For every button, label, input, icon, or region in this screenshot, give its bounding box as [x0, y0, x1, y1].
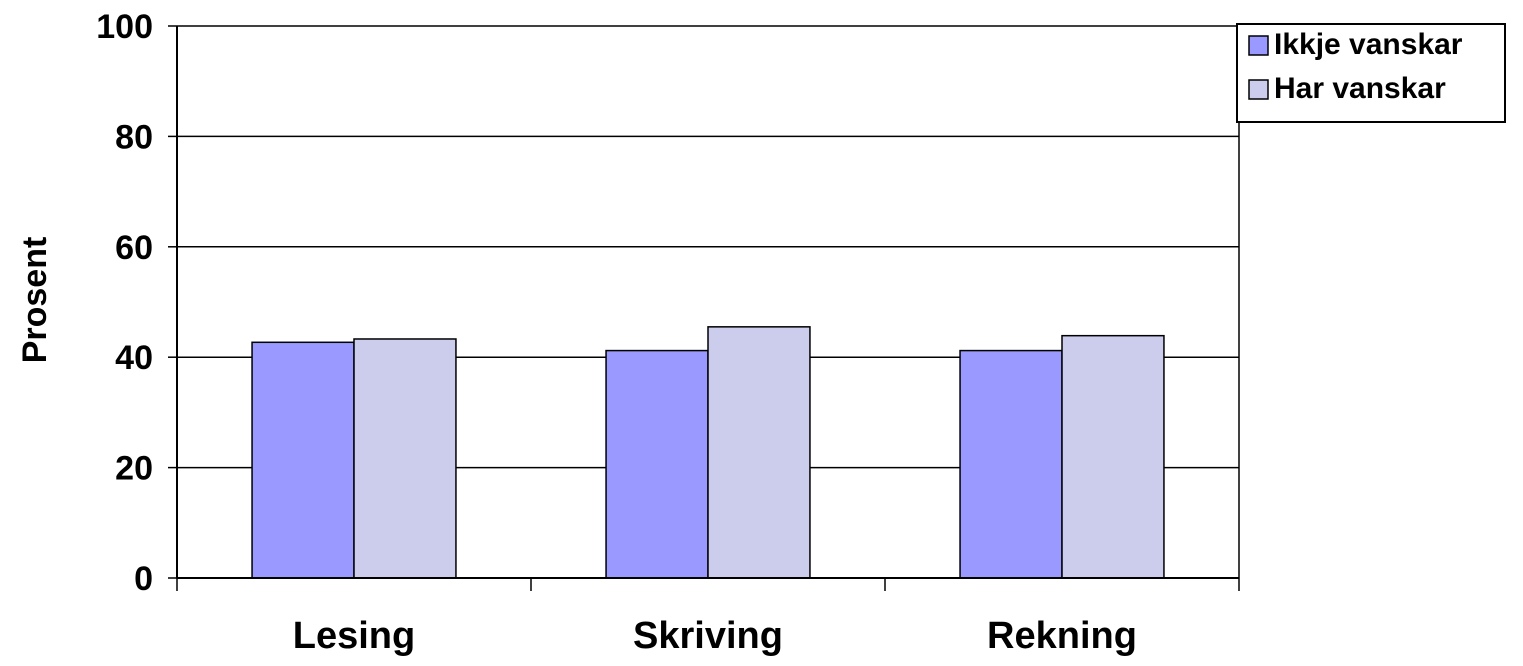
bars [251, 326, 1165, 579]
bar-lesing-har-vanskar [353, 338, 457, 579]
y-tick-label: 0 [134, 560, 153, 598]
y-tick-label: 40 [115, 339, 153, 377]
legend-swatch [1248, 35, 1269, 56]
legend-box [1236, 23, 1506, 123]
x-category-label: Skriving [633, 615, 783, 657]
legend-swatch [1248, 79, 1269, 100]
y-tick-label: 80 [115, 118, 153, 156]
bar-skriving-har-vanskar [707, 326, 811, 579]
bar-skriving-ikkje-vanskar [605, 349, 709, 579]
y-axis-title: Prosent [16, 237, 54, 364]
bar-rekning-ikkje-vanskar [959, 349, 1063, 579]
y-tick-label: 100 [96, 8, 153, 46]
y-tick-label: 20 [115, 450, 153, 488]
legend-label: Har vanskar [1274, 72, 1446, 105]
x-category-labels: Lesing Skriving Rekning [293, 615, 1137, 657]
legend: Ikkje vanskar Har vanskar [1236, 23, 1506, 123]
x-category-label: Lesing [293, 615, 415, 657]
legend-label: Ikkje vanskar [1274, 28, 1463, 61]
y-tick-label: 60 [115, 229, 153, 267]
y-tick-labels: 0 20 40 60 80 100 [96, 8, 153, 598]
x-category-label: Rekning [987, 615, 1137, 657]
bar-lesing-ikkje-vanskar [251, 341, 355, 579]
bar-rekning-har-vanskar [1061, 334, 1165, 579]
